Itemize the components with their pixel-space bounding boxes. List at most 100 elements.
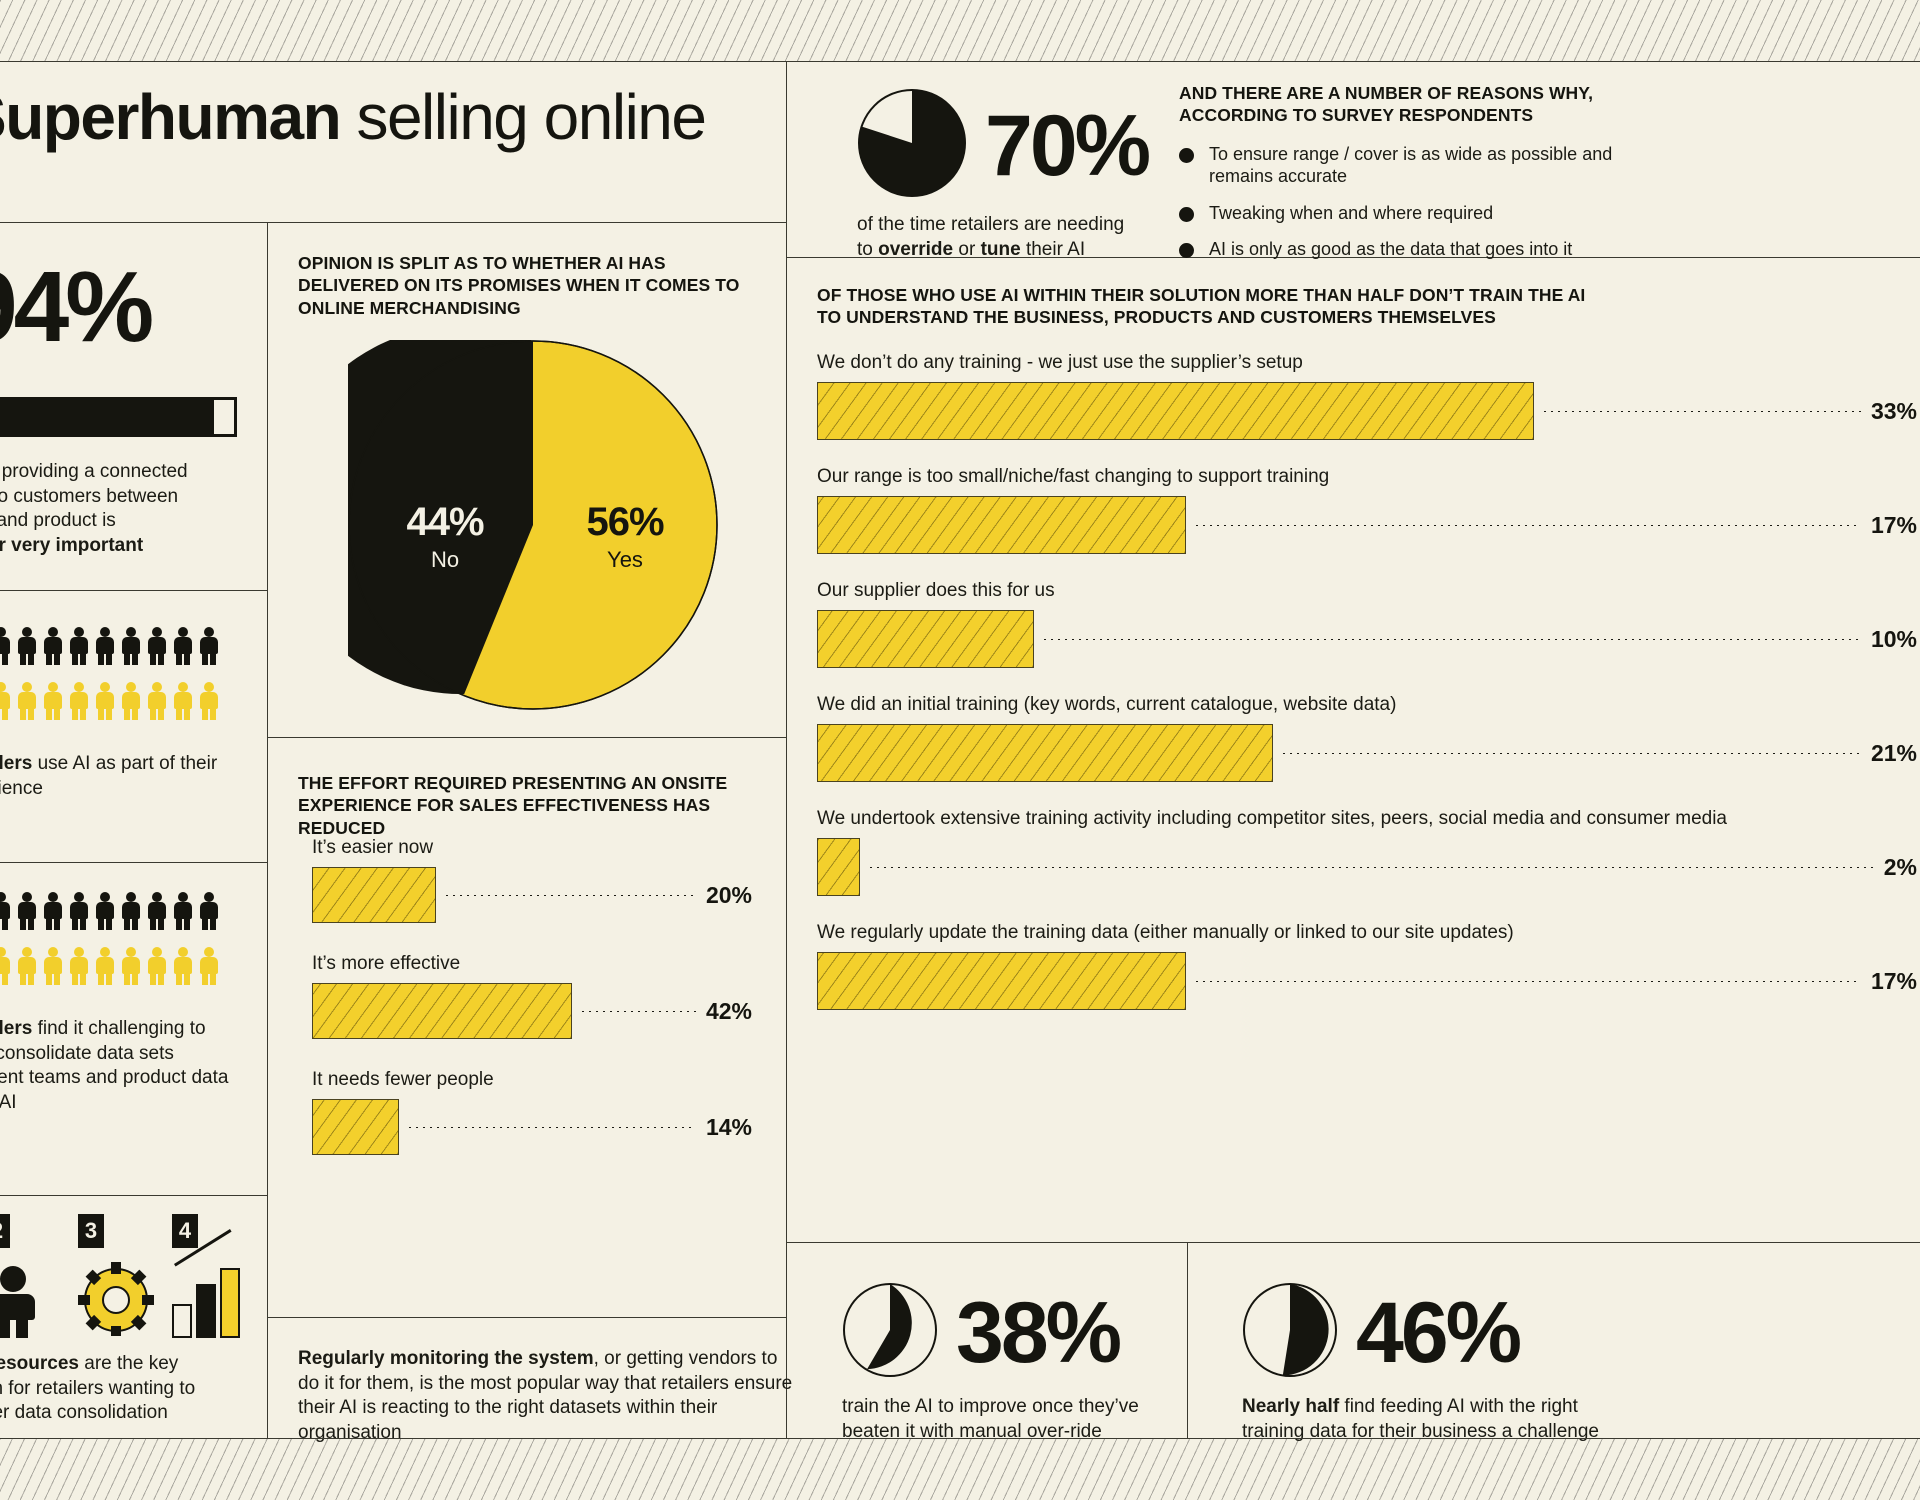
bar-value-label: 20% [705, 881, 752, 908]
bar-chart-item: It’s easier now 20% [312, 837, 752, 923]
bar-fill [312, 1099, 399, 1155]
stat-38-pie-svg [843, 1283, 937, 1377]
bar-leader-dots [408, 1126, 696, 1128]
stat-94-value: 94% [0, 251, 154, 363]
bar-category-label: It needs fewer people [312, 1069, 494, 1090]
rule-left-s1 [0, 590, 267, 591]
bar-category-label: Our range is too small/niche/fast changi… [817, 466, 1330, 487]
rule-mid-split [268, 737, 786, 738]
bar-chart-item: We undertook extensive training activity… [817, 808, 1917, 896]
stat-38-value: 38% [956, 1284, 1122, 1381]
opinion-pie-yes-label: 56% Yes [570, 500, 680, 573]
person-icon [120, 682, 142, 720]
stat-70-pie-icon [857, 88, 967, 203]
stat-46-pie-icon [1242, 1282, 1338, 1383]
resource-number-3: 3 [78, 1214, 104, 1248]
bar-row: 21% [817, 724, 1917, 782]
pictogram-2-caption-bold: Half of retailers [0, 1018, 33, 1039]
page-title: Superhuman selling online [0, 80, 707, 154]
training-bar-chart: We don’t do any training - we just use t… [817, 352, 1917, 1036]
stat-70-caption-line1: of the time retailers are needing [857, 214, 1125, 235]
opinion-pie-chart: 44% No 56% Yes [276, 326, 718, 710]
infographic-canvas: Superhuman selling online 94% retailers … [0, 62, 1920, 1443]
bar-leader-dots [446, 894, 696, 896]
top-divider-rule [0, 61, 1920, 62]
pictogram-2-caption: Half of retailers find it challenging to… [0, 1017, 229, 1116]
stat-94-caption: retailers say providing a connected expe… [0, 460, 254, 559]
stat-70-caption-bold1: override [878, 238, 954, 260]
stat-94-line1: retailers say providing a connected [0, 461, 188, 482]
middle-column: OPINION IS SPLIT AS TO WHETHER AI HAS DE… [268, 62, 792, 1443]
bar-fill [817, 496, 1187, 554]
bar-leader-dots [1283, 752, 1861, 754]
rule-mid-footer [268, 1317, 786, 1318]
person-icon [120, 947, 142, 985]
stat-70-block: 70% of the time retailers are needing to… [857, 88, 1187, 262]
bar-category-label: We regularly update the training data (e… [817, 922, 1514, 943]
person-icon [198, 892, 220, 930]
left-column: 94% retailers say providing a connected … [0, 62, 267, 1438]
person-icon [198, 627, 220, 665]
pictogram-1-black-row [0, 627, 220, 665]
bar-category-label: We undertook extensive training activity… [817, 808, 1727, 829]
bar-value-label: 14% [705, 1113, 752, 1140]
pie-chart-heading: OPINION IS SPLIT AS TO WHETHER AI HAS DE… [298, 253, 740, 318]
resources-caption-bold: Additional resources [0, 1353, 79, 1374]
bar-leader-dots [1044, 638, 1861, 640]
person-icon [68, 627, 90, 665]
reasons-heading: AND THERE ARE A NUMBER OF REASONS WHY, A… [1179, 82, 1649, 127]
bar-row: 10% [817, 610, 1917, 668]
person-icon [42, 682, 64, 720]
bar-chart-item: Our range is too small/niche/fast changi… [817, 466, 1917, 554]
pictogram-1-caption: Half of retailers use AI as part of thei… [0, 752, 224, 801]
effort-bar-chart: It’s easier now 20% It’s more effective 42%… [312, 837, 752, 1185]
person-icon [146, 682, 168, 720]
bar-fill [312, 983, 573, 1039]
bar-value-label: 10% [1870, 625, 1917, 652]
resources-caption-rest: are the key consideration for retailers … [0, 1353, 196, 1424]
rule-left-s3 [0, 1195, 267, 1196]
bar-row: 14% [312, 1099, 752, 1155]
bar-category-label: It’s easier now [312, 837, 434, 858]
reason-list-item: Tweaking when and where required [1179, 202, 1649, 225]
person-icon [94, 892, 116, 930]
person-icon [172, 682, 194, 720]
opinion-pie-yes-name: Yes [607, 547, 643, 572]
person-icon [16, 682, 38, 720]
bar-row: 17% [817, 952, 1917, 1010]
bar-chart-growth-icon [172, 1229, 255, 1338]
person-icon [16, 627, 38, 665]
reasons-block: AND THERE ARE A NUMBER OF REASONS WHY, A… [1179, 82, 1649, 275]
training-heading-line2: TO UNDERSTAND THE BUSINESS, PRODUCTS AND… [817, 307, 1496, 328]
bar-row: 17% [817, 496, 1917, 554]
bar-leader-dots [582, 1010, 696, 1012]
person-icon [68, 947, 90, 985]
bar-value-label: 17% [1870, 967, 1917, 994]
bar-fill [817, 610, 1035, 668]
title-bold: Superhuman [0, 81, 342, 153]
bar-row: 42% [312, 983, 752, 1039]
person-icon [16, 892, 38, 930]
training-chart-heading: OF THOSE WHO USE AI WITHIN THEIR SOLUTIO… [817, 284, 1920, 329]
stat-38-caption-line2: beaten it with manual over-ride [842, 1420, 1102, 1442]
stat-46-block: 46% Nearly half find feeding AI with the… [1242, 1282, 1662, 1444]
reasons-heading-line1: AND THERE ARE A NUMBER OF REASONS WHY, [1179, 83, 1594, 103]
rule-left-s2 [0, 862, 267, 863]
reason-list-item: AI is only as good as the data that goes… [1179, 238, 1649, 261]
person-icon [42, 947, 64, 985]
person-icon [172, 627, 194, 665]
person-icon [146, 627, 168, 665]
reasons-list: To ensure range / cover is as wide as po… [1179, 143, 1649, 261]
bar-leader-dots [1196, 980, 1861, 982]
rule-mid-right [786, 62, 787, 1438]
resources-icon-row: 1 £ 2 3 [0, 1214, 270, 1338]
bar-leader-dots [870, 866, 1874, 868]
right-column: 70% of the time retailers are needing to… [787, 62, 1920, 1442]
bar-category-label: It’s more effective [312, 953, 461, 974]
bar-leader-dots [1543, 410, 1861, 412]
resource-item-3: 3 [78, 1214, 154, 1338]
bar-fill [817, 724, 1273, 782]
stat-70-caption: of the time retailers are needing to ove… [857, 213, 1187, 262]
person-icon [120, 892, 142, 930]
person-icon [94, 627, 116, 665]
